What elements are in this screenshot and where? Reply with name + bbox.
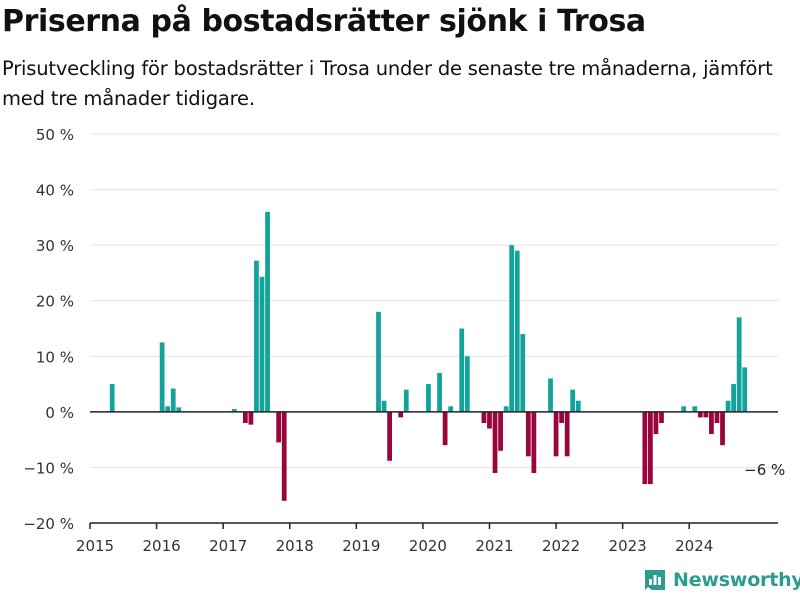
bar — [659, 411, 664, 423]
bars — [109, 211, 748, 501]
bar — [553, 411, 559, 457]
bar — [642, 411, 648, 485]
y-tick-label: 20 % — [36, 293, 74, 311]
bar — [398, 411, 404, 418]
bar — [503, 406, 509, 412]
bar — [697, 411, 703, 418]
x-tick-label: 2023 — [609, 537, 647, 555]
bar — [720, 411, 725, 446]
bar — [575, 400, 581, 412]
bar — [692, 406, 698, 412]
bar — [281, 411, 287, 501]
y-tick-label: 10 % — [36, 348, 74, 366]
x-tick-label: 2018 — [276, 537, 314, 555]
x-tick-label: 2016 — [142, 537, 180, 555]
bar — [703, 411, 709, 418]
bar — [559, 411, 564, 423]
x-tick-label: 2019 — [342, 537, 380, 555]
bar — [481, 411, 487, 423]
bar — [742, 367, 748, 412]
bar — [387, 411, 392, 461]
bar — [498, 411, 503, 451]
bar — [231, 409, 237, 412]
bar — [725, 400, 731, 412]
bar — [736, 317, 742, 412]
bar — [531, 411, 537, 473]
x-tick-label: 2022 — [542, 537, 580, 555]
bar — [448, 406, 454, 412]
x-tick-label: 2015 — [76, 537, 114, 555]
bar — [165, 406, 171, 412]
y-tick-label: 40 % — [36, 182, 74, 200]
y-tick-label: 0 % — [45, 404, 74, 422]
bar — [487, 411, 492, 429]
bar — [564, 411, 570, 457]
bar — [176, 407, 182, 412]
annotation-label: −6 % — [744, 461, 785, 479]
bar — [731, 384, 736, 412]
bar — [648, 411, 653, 485]
bar — [437, 372, 442, 412]
bar — [459, 328, 465, 412]
bar — [170, 388, 176, 412]
gridlines — [90, 133, 778, 524]
bar — [254, 260, 259, 412]
x-tick-label: 2017 — [209, 537, 247, 555]
bar — [492, 411, 498, 473]
bar — [109, 384, 115, 412]
brand-logo: Newsworthy — [643, 568, 800, 592]
bar — [681, 406, 687, 412]
labels: −20 % −10 % 0 % 10 % 20 % 30 % 40 % 50 % 2015 201… — [23, 126, 785, 555]
bar — [709, 411, 714, 435]
bar — [276, 411, 282, 443]
y-tick-label: 50 % — [36, 126, 74, 144]
bar — [570, 389, 576, 412]
bar — [376, 311, 381, 412]
chart-title: Priserna på bostadsrätter sjönk i Trosa — [2, 4, 646, 39]
bar — [514, 250, 520, 412]
bar — [442, 411, 448, 446]
y-tick-label: 30 % — [36, 237, 74, 255]
bar — [525, 411, 531, 457]
bar — [653, 411, 659, 435]
bar — [464, 356, 470, 412]
bar — [714, 411, 720, 423]
bar — [242, 411, 248, 423]
bar — [509, 245, 515, 412]
x-tick-label: 2021 — [475, 537, 513, 555]
chart-subtitle: Prisutveckling för bostadsrätter i Trosa… — [2, 57, 773, 110]
bar — [403, 389, 409, 412]
bar — [381, 400, 387, 412]
axes — [89, 411, 778, 529]
bar — [159, 342, 165, 412]
bar — [548, 378, 553, 412]
bar — [265, 211, 270, 412]
newsworthy-logo-icon — [645, 570, 665, 590]
bar — [259, 276, 265, 412]
x-tick-label: 2024 — [675, 537, 713, 555]
y-tick-label: −20 % — [23, 515, 74, 533]
bar — [520, 334, 526, 412]
x-tick-label: 2020 — [409, 537, 447, 555]
brand-name: Newsworthy — [673, 569, 800, 591]
bar — [248, 411, 254, 425]
y-tick-label: −10 % — [23, 459, 74, 477]
bar — [426, 384, 431, 412]
